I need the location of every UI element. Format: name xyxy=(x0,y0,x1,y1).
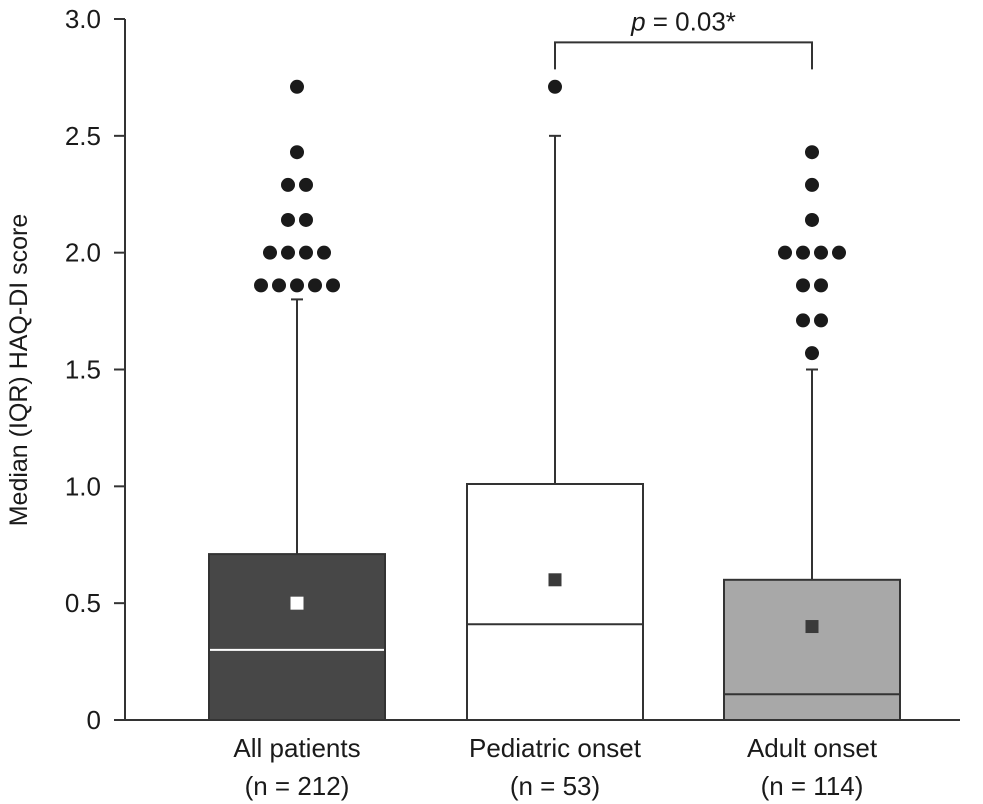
outlier-point xyxy=(263,245,277,260)
x-category-count: (n = 53) xyxy=(510,771,600,801)
outlier-point xyxy=(814,278,828,293)
outlier-point xyxy=(281,245,295,260)
outlier-point xyxy=(805,145,819,160)
outlier-point xyxy=(290,79,304,94)
outlier-point xyxy=(796,245,810,260)
x-category-count: (n = 114) xyxy=(761,771,864,801)
y-tick-label: 0 xyxy=(87,705,101,735)
y-tick-label: 1.0 xyxy=(65,471,101,501)
y-tick-label: 0.5 xyxy=(65,588,101,618)
p-value-label: p = 0.03* xyxy=(630,6,736,36)
mean-marker xyxy=(805,620,819,634)
outlier-point xyxy=(317,245,331,260)
outlier-point xyxy=(548,79,562,94)
x-category-label: Adult onset xyxy=(747,733,878,763)
box-group xyxy=(208,79,386,722)
outlier-point xyxy=(805,212,819,227)
outlier-point xyxy=(308,278,322,293)
mean-marker xyxy=(548,573,562,587)
outlier-point xyxy=(299,177,313,192)
p-value-symbol: p xyxy=(630,6,645,36)
outlier-point xyxy=(796,278,810,293)
box-group xyxy=(723,145,901,721)
outlier-point xyxy=(832,245,846,260)
x-category-label: Pediatric onset xyxy=(469,733,642,763)
outlier-point xyxy=(796,313,810,328)
outlier-point xyxy=(254,278,268,293)
outlier-point xyxy=(814,313,828,328)
outlier-point xyxy=(326,278,340,293)
y-tick-label: 1.5 xyxy=(65,355,101,385)
outlier-point xyxy=(272,278,286,293)
p-value-text: = 0.03* xyxy=(646,6,736,36)
iqr-box xyxy=(466,482,644,721)
y-tick-label: 3.0 xyxy=(65,4,101,34)
iqr-box xyxy=(208,553,386,722)
box-groups xyxy=(208,79,901,722)
y-axis: 0 0.5 1.0 1.5 2.0 2.5 3.0 xyxy=(65,4,126,735)
significance-annotations: p = 0.03* xyxy=(554,6,813,70)
outlier-point xyxy=(281,212,295,227)
outlier-point xyxy=(281,177,295,192)
y-tick-label: 2.0 xyxy=(65,238,101,268)
outlier-point xyxy=(290,145,304,160)
mean-marker xyxy=(290,596,304,610)
outlier-point xyxy=(299,212,313,227)
iqr-box xyxy=(723,578,901,721)
outlier-point xyxy=(805,177,819,192)
outlier-point xyxy=(805,346,819,361)
y-tick-label: 2.5 xyxy=(65,121,101,151)
outlier-point xyxy=(299,245,313,260)
outlier-point xyxy=(814,245,828,260)
y-axis-label: Median (IQR) HAQ-DI score xyxy=(5,214,33,527)
x-axis: All patients (n = 212) Pediatric onset (n =… xyxy=(125,719,960,801)
x-category-count: (n = 212) xyxy=(245,771,350,801)
outlier-point xyxy=(778,245,792,260)
outlier-point xyxy=(290,278,304,293)
significance-bracket xyxy=(554,41,813,70)
box-group xyxy=(466,79,644,721)
x-category-label: All patients xyxy=(233,733,360,763)
